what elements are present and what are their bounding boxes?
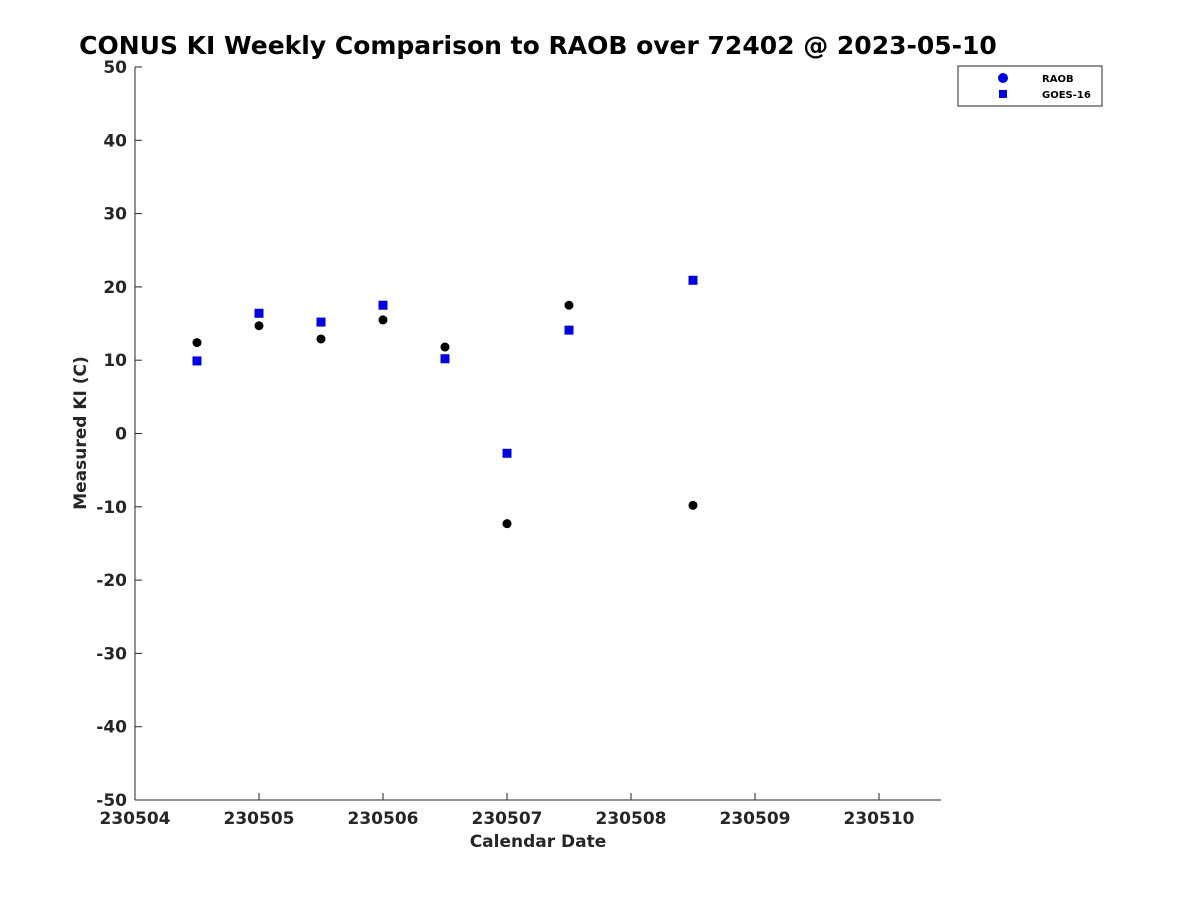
legend-marker-goes16: [999, 90, 1007, 98]
legend-label-goes16: GOES-16: [1042, 90, 1091, 101]
goes16-point: [440, 354, 450, 364]
y-tick-label: 40: [103, 131, 127, 151]
raob-point: [316, 334, 326, 344]
legend: RAOB GOES-16: [957, 65, 1103, 107]
goes16-point: [254, 308, 264, 318]
data-points: [192, 275, 698, 529]
y-tick-label: -30: [96, 644, 127, 664]
x-tick-label: 230506: [348, 809, 419, 829]
y-tick-label: 10: [103, 351, 127, 371]
x-tick-label: 230510: [844, 809, 915, 829]
legend-marker-raob: [998, 73, 1008, 83]
goes16-point: [502, 448, 512, 458]
raob-point: [192, 338, 202, 348]
raob-point: [688, 500, 698, 510]
x-tick-label: 230504: [100, 809, 171, 829]
goes16-point: [564, 325, 574, 335]
goes16-point: [316, 317, 326, 327]
y-tick-label: -50: [96, 791, 127, 811]
goes16-point: [378, 300, 388, 310]
y-tick-label: 30: [103, 205, 127, 225]
x-tick-label: 230505: [224, 809, 295, 829]
goes16-point: [688, 275, 698, 285]
raob-point: [502, 519, 512, 529]
raob-point: [254, 321, 264, 331]
legend-label-raob: RAOB: [1042, 74, 1074, 85]
legend-box: [957, 65, 1103, 107]
raob-point: [440, 342, 450, 352]
y-tick-label: 20: [103, 278, 127, 298]
y-axis-label: Measured KI (C): [71, 356, 91, 510]
raob-point: [378, 315, 388, 325]
y-tick-label: -20: [96, 571, 127, 591]
chart-title: CONUS KI Weekly Comparison to RAOB over …: [79, 31, 997, 60]
x-tick-label: 230509: [720, 809, 791, 829]
x-tick-label: 230507: [472, 809, 543, 829]
y-tick-label: 0: [115, 425, 127, 445]
y-tick-label: 50: [103, 58, 127, 78]
x-ticks: 230504 230505 230506 230507 230508 230509 2305…: [100, 793, 915, 829]
y-tick-label: -40: [96, 718, 127, 738]
x-axis-label: Calendar Date: [470, 832, 607, 852]
raob-point: [564, 300, 574, 310]
goes16-point: [192, 356, 202, 366]
y-tick-label: -10: [96, 498, 127, 518]
x-tick-label: 230508: [596, 809, 667, 829]
y-ticks: -50 -40 -30 -20 -10 0 10 20 30 40 50: [96, 58, 142, 811]
